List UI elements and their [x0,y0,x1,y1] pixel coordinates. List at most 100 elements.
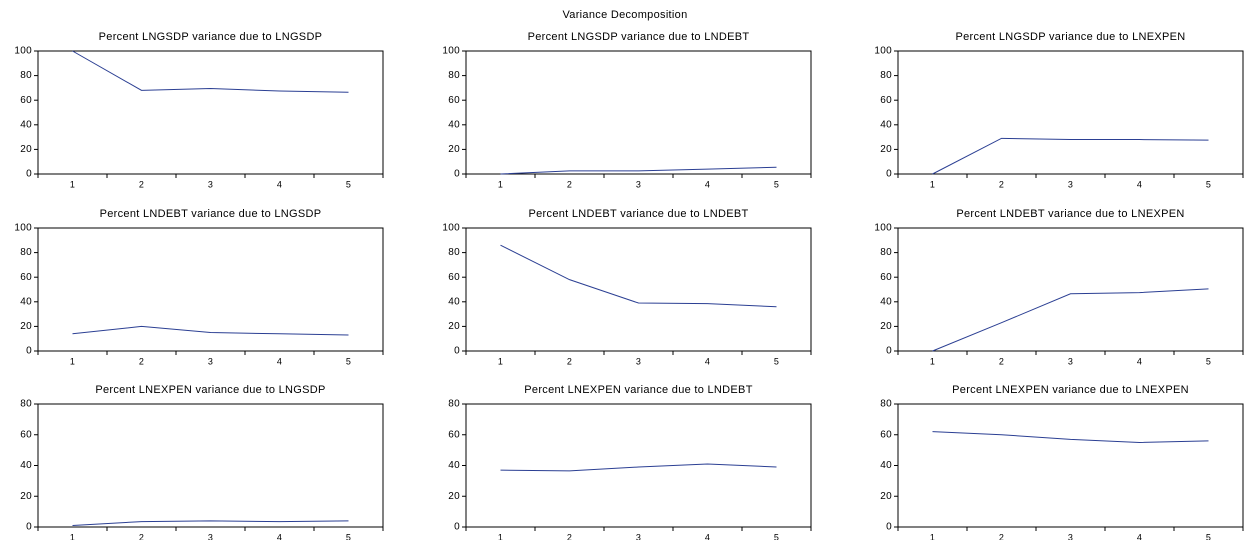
x-tick-label: 5 [774,356,779,366]
y-tick-label: 80 [20,247,32,258]
y-tick-label: 40 [880,119,892,130]
x-tick-label: 1 [930,179,935,189]
y-tick-label: 100 [442,223,460,234]
plot-frame [465,227,812,352]
plot-frame [465,50,812,175]
y-tick-label: 80 [880,70,892,81]
panel-title: Percent LNDEBT variance due to LNGSDP [100,208,322,220]
x-tick-label: 1 [70,356,75,366]
y-tick-label: 60 [448,429,460,440]
y-tick-label: 20 [880,321,892,332]
y-tick-label: 0 [454,522,460,533]
plot-frame [37,227,384,352]
x-tick-label: 2 [567,179,572,189]
y-tick-label: 0 [454,169,460,180]
plot-frame [897,50,1244,175]
x-tick-label: 5 [346,532,351,540]
plot-frame [37,403,384,528]
x-tick-label: 2 [139,179,144,189]
panel-title: Percent LNDEBT variance due to LNDEBT [529,208,749,220]
x-tick-label: 5 [1206,532,1211,540]
y-tick-label: 20 [880,491,892,502]
x-tick-label: 1 [498,356,503,366]
line-series [72,325,349,336]
y-tick-label: 20 [880,144,892,155]
main-title: Variance Decomposition [562,9,687,21]
x-tick-label: 5 [346,356,351,366]
plot-frame [897,227,1244,352]
y-tick-label: 80 [448,399,460,410]
y-tick-label: 0 [454,346,460,357]
x-tick-label: 2 [567,356,572,366]
x-tick-label: 3 [208,532,213,540]
y-tick-label: 60 [20,95,32,106]
y-tick-label: 60 [880,95,892,106]
x-tick-label: 4 [277,179,282,189]
x-tick-label: 1 [930,532,935,540]
y-tick-label: 80 [448,247,460,258]
line-series [932,431,1209,443]
y-tick-label: 40 [880,460,892,471]
y-tick-label: 40 [448,460,460,471]
x-tick-label: 4 [705,179,710,189]
x-tick-label: 3 [636,179,641,189]
y-tick-label: 60 [20,272,32,283]
x-tick-label: 4 [1137,532,1142,540]
y-tick-label: 40 [20,460,32,471]
plot-frame [897,403,1244,528]
x-tick-label: 2 [139,356,144,366]
y-tick-label: 20 [448,144,460,155]
x-tick-label: 5 [1206,356,1211,366]
x-tick-label: 4 [277,356,282,366]
y-tick-label: 100 [14,223,32,234]
line-series [932,288,1209,352]
x-tick-label: 5 [346,179,351,189]
y-tick-label: 60 [880,272,892,283]
y-tick-label: 0 [26,346,32,357]
x-tick-label: 1 [498,532,503,540]
y-tick-label: 60 [448,272,460,283]
y-tick-label: 0 [886,169,892,180]
y-tick-label: 20 [20,144,32,155]
x-tick-label: 2 [567,532,572,540]
y-tick-label: 100 [874,46,892,57]
x-tick-label: 3 [636,356,641,366]
panel-title: Percent LNDEBT variance due to LNEXPEN [956,208,1184,220]
panel-title: Percent LNGSDP variance due to LNGSDP [99,31,323,43]
y-tick-label: 20 [448,321,460,332]
line-series [500,463,777,472]
panel-title: Percent LNEXPEN variance due to LNEXPEN [952,384,1189,396]
x-tick-label: 4 [705,532,710,540]
y-tick-label: 40 [448,296,460,307]
y-tick-label: 0 [886,346,892,357]
x-tick-label: 2 [999,532,1004,540]
x-tick-label: 1 [498,179,503,189]
line-series [72,520,349,526]
x-tick-label: 3 [1068,532,1073,540]
x-tick-label: 4 [1137,179,1142,189]
panel-title: Percent LNEXPEN variance due to LNDEBT [524,384,752,396]
y-tick-label: 40 [448,119,460,130]
plot-frame [465,403,812,528]
x-tick-label: 1 [70,532,75,540]
panel-title: Percent LNGSDP variance due to LNEXPEN [955,31,1185,43]
y-tick-label: 100 [874,223,892,234]
x-tick-label: 5 [774,532,779,540]
y-tick-label: 60 [448,95,460,106]
line-series [500,166,777,175]
y-tick-label: 20 [448,491,460,502]
x-tick-label: 4 [1137,356,1142,366]
x-tick-label: 2 [999,179,1004,189]
x-tick-label: 1 [930,356,935,366]
y-tick-label: 40 [20,119,32,130]
x-tick-label: 3 [1068,356,1073,366]
y-tick-label: 60 [20,429,32,440]
x-tick-label: 5 [774,179,779,189]
x-tick-label: 2 [139,532,144,540]
x-tick-label: 3 [208,356,213,366]
line-series [500,244,777,308]
y-tick-label: 40 [20,296,32,307]
y-tick-label: 80 [880,247,892,258]
x-tick-label: 3 [636,532,641,540]
